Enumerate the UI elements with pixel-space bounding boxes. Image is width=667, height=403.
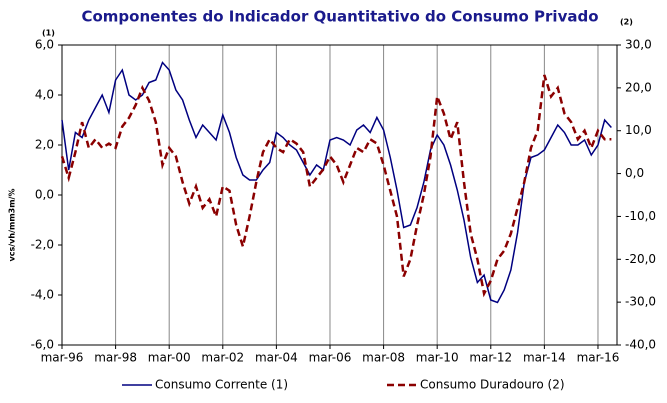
y2-tick-label: 20,0 — [625, 80, 652, 94]
y-tick-label: -2,0 — [31, 238, 54, 252]
plot-frame — [61, 44, 618, 346]
y2-tick-label: -40,0 — [625, 338, 656, 352]
x-tick-label: mar-14 — [523, 351, 566, 365]
y2-tick-label: -10,0 — [625, 209, 656, 223]
y-tick-label: 6,0 — [35, 38, 54, 52]
x-tick-label: mar-10 — [416, 351, 459, 365]
y2-tick-label: -20,0 — [625, 252, 656, 266]
legend-label: Consumo Corrente (1) — [155, 378, 288, 392]
y-tick-label: 2,0 — [35, 138, 54, 152]
line-series — [61, 61, 612, 304]
x-tick-label: mar-16 — [577, 351, 620, 365]
y-tick-label: 0,0 — [35, 188, 54, 202]
x-tick-label: mar-04 — [255, 351, 298, 365]
x-tick-label: mar-98 — [94, 351, 137, 365]
x-tick-label: mar-00 — [148, 351, 191, 365]
y2-tick-label: -30,0 — [625, 295, 656, 309]
x-tick-label: mar-12 — [469, 351, 512, 365]
y-tick-label: -4,0 — [31, 288, 54, 302]
y-axis-label: vcs/vh/mm3m/% — [8, 189, 17, 262]
chart-title: Componentes do Indicador Quantitativo do… — [81, 8, 598, 26]
legend-label: Consumo Duradouro (2) — [420, 378, 565, 392]
annotation: (2) — [620, 18, 633, 27]
line-series — [60, 74, 612, 298]
x-tick-label: mar-02 — [201, 351, 244, 365]
y2-tick-label: 30,0 — [625, 38, 652, 52]
x-tick-label: mar-08 — [362, 351, 405, 365]
annotation: (1) — [42, 29, 55, 38]
x-tick-label: mar-96 — [41, 351, 84, 365]
y-tick-label: -6,0 — [31, 338, 54, 352]
y2-tick-label: 10,0 — [625, 123, 652, 137]
y-tick-label: 4,0 — [35, 88, 54, 102]
x-tick-label: mar-06 — [309, 351, 352, 365]
y2-tick-label: 0,0 — [625, 166, 644, 180]
